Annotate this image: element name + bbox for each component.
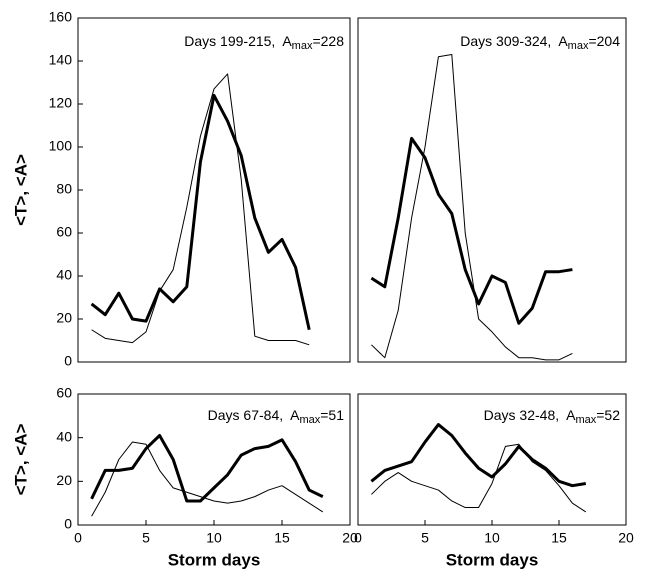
y-tick-label: 120	[49, 95, 73, 111]
x-tick-label: 20	[618, 530, 634, 546]
annotation-part: max	[299, 414, 320, 426]
x-tick-label: 15	[551, 530, 567, 546]
x-axis-label: Storm days	[168, 550, 261, 569]
annotation: Days 199-215, Amax=228	[184, 33, 344, 52]
x-tick-label: 10	[206, 530, 222, 546]
data-line	[90, 433, 324, 503]
annotation-part: Days 67-84, A	[208, 407, 300, 423]
x-tick-label: 5	[142, 530, 150, 546]
annotation-part: max	[575, 414, 596, 426]
y-tick-label: 100	[49, 138, 73, 154]
y-tick-label: 60	[56, 385, 72, 401]
x-tick-label: 20	[342, 530, 358, 546]
x-tick-label: 5	[421, 530, 429, 546]
annotation-part: =52	[596, 407, 620, 423]
y-axis-label: <T>, <A>	[11, 424, 30, 496]
data-line	[370, 423, 587, 488]
annotation: Days 67-84, Amax=51	[208, 407, 345, 426]
plot-frame	[357, 17, 627, 363]
annotation-part: max	[568, 40, 589, 52]
y-tick-label: 60	[56, 224, 72, 240]
plot-frame	[77, 17, 351, 363]
y-tick-label: 20	[56, 310, 72, 326]
x-tick-label: 15	[274, 530, 290, 546]
y-tick-label: 0	[64, 516, 72, 532]
annotation-part: max	[292, 40, 313, 52]
y-tick-label: 20	[56, 472, 72, 488]
annotation-part: =204	[588, 33, 620, 49]
y-tick-label: 140	[49, 52, 73, 68]
annotation-part: =51	[320, 407, 344, 423]
y-tick-label: 160	[49, 9, 73, 25]
x-tick-label: 0	[354, 530, 362, 546]
x-axis-label: Storm days	[446, 550, 539, 569]
annotation: Days 32-48, Amax=52	[484, 407, 621, 426]
data-line	[371, 443, 587, 513]
x-tick-label: 0	[74, 530, 82, 546]
y-tick-label: 0	[64, 353, 72, 369]
annotation-part: Days 32-48, A	[484, 407, 576, 423]
y-tick-label: 40	[56, 267, 72, 283]
y-tick-label: 40	[56, 428, 72, 444]
annotation: Days 309-324, Amax=204	[460, 33, 620, 52]
annotation-part: =228	[312, 33, 344, 49]
data-line	[90, 93, 311, 331]
x-tick-label: 10	[484, 530, 500, 546]
data-line	[371, 54, 573, 361]
annotation-part: Days 309-324, A	[460, 33, 568, 49]
annotation-part: Days 199-215, A	[184, 33, 292, 49]
y-tick-label: 80	[56, 181, 72, 197]
data-line	[91, 73, 310, 346]
data-line	[370, 136, 573, 325]
data-line	[91, 441, 324, 517]
y-axis-label: <T>, <A>	[11, 154, 30, 226]
